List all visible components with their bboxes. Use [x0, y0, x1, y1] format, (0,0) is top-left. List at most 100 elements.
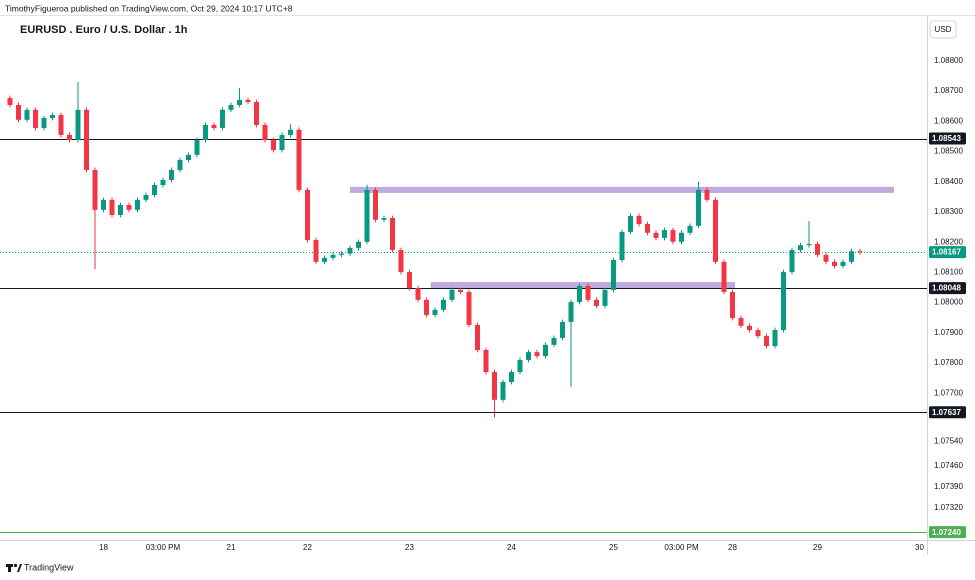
- candle: [628, 213, 633, 235]
- candle: [288, 124, 293, 138]
- candle: [772, 327, 778, 349]
- x-tick-label: 25: [609, 543, 618, 552]
- candle-body: [211, 124, 217, 128]
- candle: [313, 237, 319, 265]
- candle: [330, 252, 336, 261]
- candle: [143, 192, 149, 203]
- candle: [126, 202, 132, 213]
- candle: [441, 297, 446, 313]
- candle-body: [390, 217, 395, 251]
- candle: [58, 112, 64, 138]
- candle-body: [636, 215, 642, 225]
- candle: [339, 251, 344, 258]
- candle: [636, 213, 642, 227]
- candle-body: [279, 134, 285, 151]
- candle-body: [33, 109, 38, 128]
- candle: [373, 187, 378, 223]
- candle: [254, 99, 259, 128]
- candle-body: [577, 285, 582, 302]
- candle-body: [41, 118, 47, 128]
- candle: [194, 137, 200, 158]
- level-price-label: 1.07637: [932, 408, 961, 417]
- candle-body: [245, 99, 251, 102]
- candle: [798, 242, 803, 253]
- candle: [738, 315, 744, 329]
- candle-body: [67, 134, 72, 141]
- level-price-label-box: [929, 132, 966, 145]
- candle-body: [679, 232, 684, 242]
- candle: [347, 245, 353, 257]
- y-tick-label: 1.07320: [934, 503, 963, 512]
- candle-body: [568, 301, 574, 322]
- y-tick-label: 1.08300: [934, 207, 963, 216]
- candle-body: [713, 199, 718, 262]
- candle-body: [585, 285, 591, 300]
- candle-body: [560, 321, 565, 338]
- candle: [84, 107, 89, 173]
- candle-body: [806, 243, 812, 246]
- candle-body: [789, 250, 795, 273]
- candle-body: [526, 352, 531, 360]
- candle: [687, 223, 693, 236]
- candle: [483, 347, 489, 375]
- candle: [220, 107, 225, 131]
- candle-body: [840, 261, 846, 267]
- candle-body: [58, 114, 64, 135]
- candle-body: [109, 199, 115, 215]
- x-tick-label: 22: [303, 543, 312, 552]
- candle: [568, 299, 574, 388]
- candle-body: [721, 261, 727, 292]
- candle: [305, 187, 310, 243]
- attribution: TimothyFigueroa published on TradingView…: [5, 3, 293, 13]
- candle-body: [500, 382, 506, 400]
- candle: [849, 248, 854, 265]
- lower-line-label: 1.07240: [932, 528, 961, 537]
- candle-body: [194, 140, 200, 155]
- x-tick-label: 21: [227, 543, 236, 552]
- candle: [764, 333, 769, 349]
- candle: [449, 287, 455, 303]
- candle-body: [466, 291, 472, 325]
- candle: [789, 247, 795, 275]
- candle-body: [220, 109, 225, 128]
- candle-body: [551, 337, 557, 345]
- chart-title: EURUSD . Euro / U.S. Dollar . 1h: [20, 24, 188, 36]
- x-tick-label: 28: [728, 543, 737, 552]
- candle: [322, 255, 327, 265]
- candle: [177, 157, 183, 173]
- y-tick-label: 1.08600: [934, 116, 963, 125]
- candle: [424, 297, 429, 318]
- candle: [364, 184, 370, 245]
- candle: [296, 127, 302, 193]
- x-tick-label: 23: [405, 543, 414, 552]
- candle-body: [322, 257, 327, 262]
- candle: [41, 115, 47, 131]
- candle: [279, 132, 285, 153]
- candle-body: [313, 240, 319, 262]
- candle-body: [330, 254, 336, 258]
- candle-body: [169, 169, 174, 180]
- candle-body: [288, 129, 293, 135]
- candle-body: [398, 250, 404, 273]
- currency-button[interactable]: [929, 20, 957, 39]
- candle: [390, 215, 395, 253]
- candle: [228, 102, 234, 113]
- candle: [602, 287, 608, 309]
- candle: [713, 197, 718, 265]
- x-tick-label: 30: [915, 543, 924, 552]
- candle: [186, 152, 191, 163]
- candle-body: [356, 241, 361, 248]
- candle-body: [696, 189, 701, 226]
- candle: [466, 289, 472, 328]
- candle: [806, 221, 812, 248]
- candle: [755, 327, 761, 339]
- candle-body: [849, 251, 854, 262]
- x-tick-label: 03:00 PM: [664, 543, 699, 552]
- candle-body: [347, 247, 353, 254]
- candle: [135, 197, 140, 213]
- candle-body: [441, 299, 446, 310]
- y-tick-label: 1.07800: [934, 358, 963, 367]
- candle-body: [704, 189, 710, 200]
